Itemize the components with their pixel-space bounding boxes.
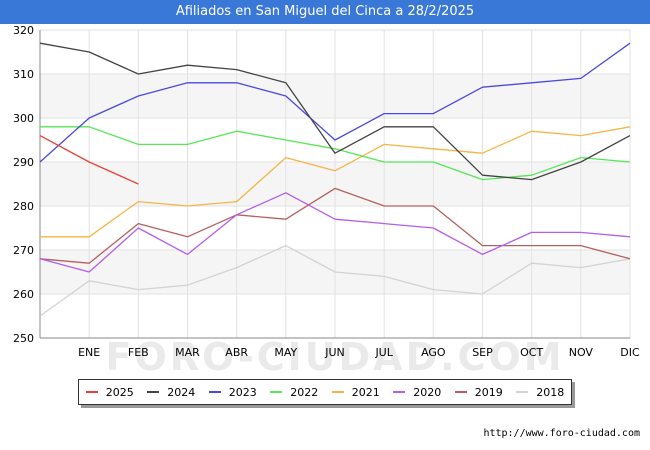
source-credit: http://www.foro-ciudad.com xyxy=(483,428,640,439)
series-line-2023 xyxy=(39,42,631,163)
chart-legend: 2025 2024 2023 2022 2021 2020 2019 2018 xyxy=(78,379,572,405)
legend-item-2023: 2023 xyxy=(208,385,257,399)
series-line-2019 xyxy=(39,187,631,264)
legend-item-2025: 2025 xyxy=(85,385,134,399)
legend-label: 2020 xyxy=(413,385,442,399)
y-tick-label: 250 xyxy=(13,332,34,345)
legend-label: 2022 xyxy=(290,385,319,399)
y-tick-label: 270 xyxy=(13,244,34,257)
legend-swatch xyxy=(331,391,344,393)
series-line-2018 xyxy=(39,244,631,317)
legend-swatch xyxy=(147,391,160,393)
y-tick-label: 290 xyxy=(13,156,34,169)
series-line-2024 xyxy=(39,42,631,181)
series-line-2025 xyxy=(39,135,139,185)
series-line-2020 xyxy=(39,192,631,273)
series-line-2021 xyxy=(40,126,631,238)
y-tick-label: 260 xyxy=(13,288,34,301)
legend-swatch xyxy=(454,391,467,393)
legend-label: 2023 xyxy=(228,385,257,399)
x-tick-label: JUL xyxy=(374,346,393,359)
legend-swatch xyxy=(516,391,529,393)
legend-swatch xyxy=(208,391,221,393)
legend-swatch xyxy=(85,391,98,393)
legend-item-2020: 2020 xyxy=(393,386,441,399)
watermark: FORO-CIUDAD.COM xyxy=(105,335,564,379)
x-tick-label: JUN xyxy=(324,346,345,359)
legend-item-2021: 2021 xyxy=(331,385,380,399)
y-tick-label: 310 xyxy=(13,68,34,81)
y-tick-label: 280 xyxy=(13,200,34,213)
legend-item-2019: 2019 xyxy=(454,385,503,399)
x-tick-label: ENE xyxy=(78,346,100,359)
x-tick-label: AGO xyxy=(421,346,446,359)
legend-label: 2024 xyxy=(167,385,196,399)
x-tick-label: DIC xyxy=(620,346,640,359)
legend-swatch xyxy=(393,391,406,393)
legend-swatch xyxy=(270,391,283,393)
legend-item-2018: 2018 xyxy=(516,386,564,399)
legend-label: 2018 xyxy=(536,385,565,399)
legend-label: 2025 xyxy=(105,385,134,399)
x-tick-label: MAR xyxy=(175,346,200,359)
x-tick-label: ABR xyxy=(225,346,248,359)
legend-label: 2019 xyxy=(474,385,503,399)
series-line-2022 xyxy=(40,126,631,181)
x-tick-label: NOV xyxy=(569,346,594,359)
x-tick-label: OCT xyxy=(520,346,543,359)
y-tick-label: 320 xyxy=(13,24,34,37)
legend-item-2022: 2022 xyxy=(270,386,318,399)
y-tick-label: 300 xyxy=(13,112,34,125)
chart-title: Afiliados en San Miguel del Cinca a 28/2… xyxy=(0,0,650,24)
legend-label: 2021 xyxy=(351,385,380,399)
x-tick-label: SEP xyxy=(472,346,493,359)
x-tick-label: MAY xyxy=(274,346,297,359)
legend-item-2024: 2024 xyxy=(147,386,195,399)
x-tick-label: FEB xyxy=(128,346,149,359)
